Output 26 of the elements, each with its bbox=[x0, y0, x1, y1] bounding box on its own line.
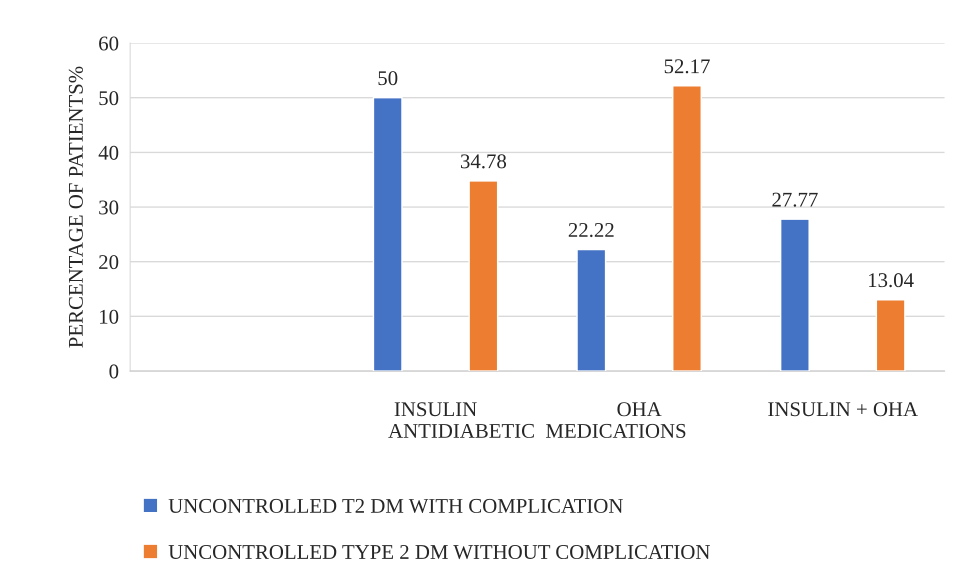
y-tick-label: 40 bbox=[98, 146, 118, 160]
x-tick-label: INSULIN bbox=[394, 402, 477, 416]
y-axis-title: PERCENTAGE OF PATIENTS% bbox=[68, 66, 83, 348]
data-label: 50 bbox=[378, 71, 398, 86]
x-axis-title: ANTIDIABETIC MEDICATIONS bbox=[388, 424, 686, 438]
data-label: 22.22 bbox=[568, 223, 614, 238]
legend-label: UNCONTROLLED T2 DM WITH COMPLICATION bbox=[168, 498, 623, 514]
x-tick-label: OHA bbox=[617, 402, 662, 416]
y-tick-label: 0 bbox=[109, 364, 118, 378]
data-label: 13.04 bbox=[869, 273, 914, 288]
y-tick-label: 10 bbox=[100, 310, 118, 324]
y-tick-label: 20 bbox=[99, 255, 118, 270]
legend-label: UNCONTROLLED TYPE 2 DM WITHOUT COMPLICATION bbox=[168, 545, 710, 560]
data-label: 34.78 bbox=[460, 154, 506, 168]
bar bbox=[780, 218, 810, 372]
y-tick-label: 60 bbox=[99, 36, 118, 50]
bar bbox=[576, 248, 606, 372]
y-tick-label: 30 bbox=[99, 200, 118, 214]
bar bbox=[672, 85, 702, 372]
bar bbox=[876, 299, 906, 372]
data-label: 52.17 bbox=[664, 59, 710, 74]
data-label: 27.77 bbox=[772, 192, 818, 207]
y-tick-label: 50 bbox=[99, 91, 118, 106]
x-tick-label: INSULIN + OHA bbox=[768, 402, 918, 416]
bar bbox=[372, 97, 403, 372]
bar bbox=[468, 180, 498, 372]
